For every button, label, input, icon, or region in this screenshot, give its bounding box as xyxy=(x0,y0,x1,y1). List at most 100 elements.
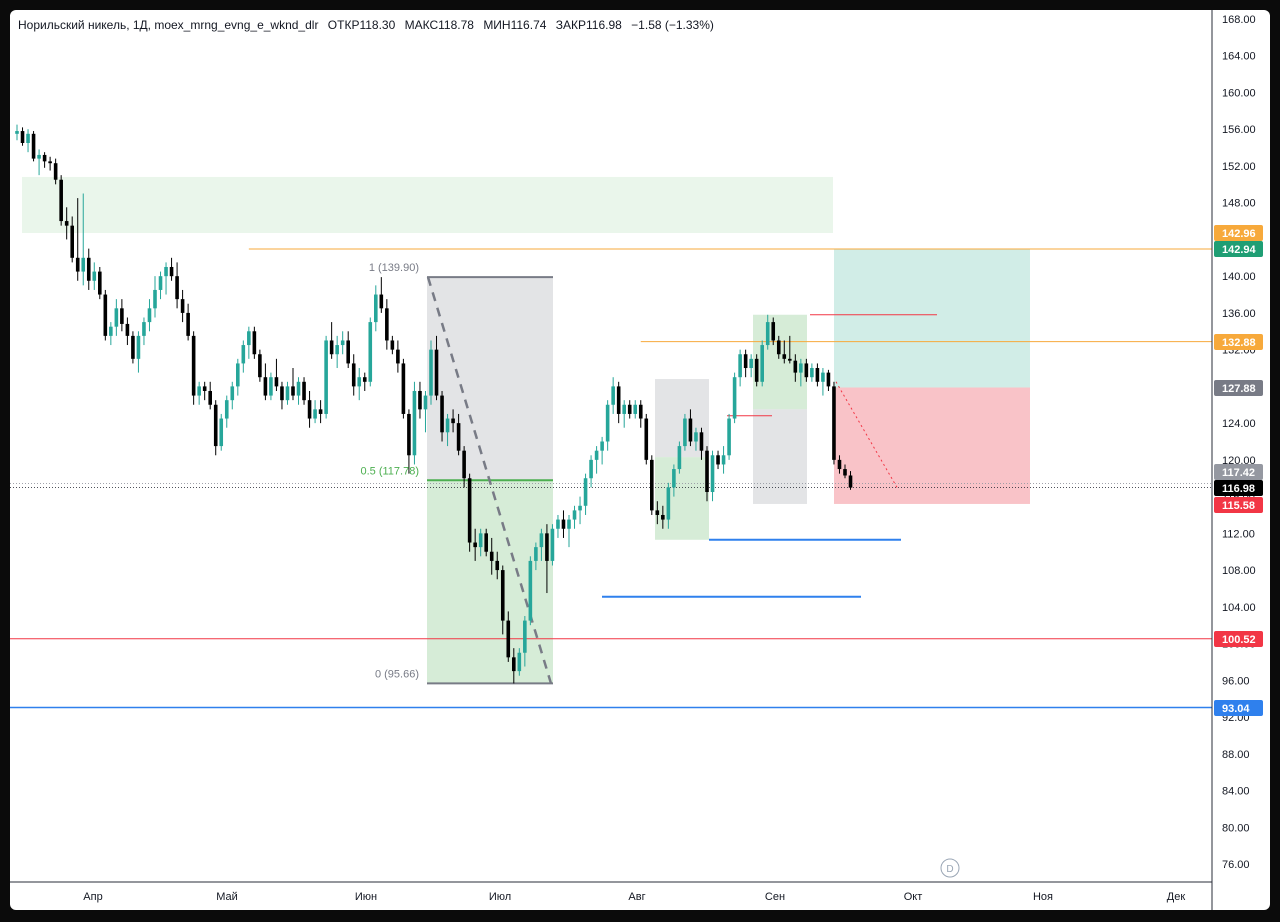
target-zone xyxy=(834,248,1030,388)
candle-body-103 xyxy=(583,478,588,506)
candle-body-14 xyxy=(92,271,97,281)
candle-body-58 xyxy=(335,345,339,355)
candle-body-119 xyxy=(672,469,676,488)
candle-body-67 xyxy=(385,308,389,341)
price-badge-3 xyxy=(1214,380,1263,396)
candle-body-49 xyxy=(285,386,290,401)
candle-body-22 xyxy=(136,335,141,359)
x-tick-1: Май xyxy=(216,891,238,903)
candle-body-93 xyxy=(528,560,533,621)
y-tick-16: 104.00 xyxy=(1222,602,1256,614)
ohlc-change: −1.58 (−1.33%) xyxy=(631,18,714,32)
candle-body-150 xyxy=(843,469,847,476)
price-badge-7 xyxy=(1214,631,1263,647)
candle-body-5 xyxy=(42,154,47,162)
range-box-aug-lower xyxy=(655,457,709,540)
candle-body-132 xyxy=(743,354,748,369)
candle-body-142 xyxy=(799,363,803,373)
price-badge-label-6: 115.58 xyxy=(1222,500,1255,512)
candle-body-44 xyxy=(258,354,262,378)
candle-body-151 xyxy=(848,475,853,488)
candle-body-20 xyxy=(125,323,130,336)
candle-body-45 xyxy=(263,377,268,396)
ohlc-open: ОТКР118.30 xyxy=(327,18,396,32)
candle-body-27 xyxy=(164,266,168,277)
candle-body-72 xyxy=(412,390,417,456)
candle-body-144 xyxy=(810,368,814,378)
candle-body-146 xyxy=(821,372,825,382)
fib-lower-box xyxy=(427,480,553,684)
x-tick-2: Июн xyxy=(355,891,377,903)
candle-body-111 xyxy=(627,404,632,414)
ohlc-low: МИН116.74 xyxy=(483,18,547,32)
candle-body-3 xyxy=(31,133,36,159)
candle-body-75 xyxy=(429,349,433,396)
symbol-title: Норильский никель, 1Д, moex_mrng_evng_e_… xyxy=(18,18,319,32)
candle-body-109 xyxy=(616,386,621,414)
ohlc-high: МАКС118.78 xyxy=(404,18,474,32)
candle-body-112 xyxy=(633,404,638,414)
x-tick-7: Ноя xyxy=(1033,891,1053,903)
candle-body-140 xyxy=(788,358,792,361)
chart-header: Норильский никель, 1Д, moex_mrng_evng_e_… xyxy=(18,18,720,32)
candle-body-41 xyxy=(241,345,246,364)
candle-body-18 xyxy=(114,308,119,327)
candle-body-73 xyxy=(418,390,422,410)
candle-body-115 xyxy=(650,459,654,511)
y-tick-15: 108.00 xyxy=(1222,565,1256,577)
candle-body-88 xyxy=(500,570,505,621)
candle-body-10 xyxy=(70,225,74,258)
candle-body-99 xyxy=(561,519,566,529)
candle-body-52 xyxy=(302,381,306,401)
candle-body-139 xyxy=(782,354,787,359)
y-tick-20: 88.00 xyxy=(1222,749,1250,761)
candle-body-113 xyxy=(638,404,643,419)
candle-body-54 xyxy=(313,409,317,419)
candle-body-124 xyxy=(699,432,704,451)
candle-body-12 xyxy=(81,257,86,272)
candle-body-82 xyxy=(467,478,472,543)
candle-body-51 xyxy=(296,381,301,396)
candle-body-127 xyxy=(716,455,720,465)
candle-body-101 xyxy=(572,510,577,520)
candle-body-137 xyxy=(771,322,776,341)
candle-body-7 xyxy=(53,163,58,180)
price-badge-4 xyxy=(1214,464,1263,480)
price-badge-label-1: 142.94 xyxy=(1222,244,1257,256)
candle-body-61 xyxy=(351,363,356,387)
candle-body-79 xyxy=(451,418,455,424)
candle-body-105 xyxy=(594,450,599,460)
candle-body-125 xyxy=(705,450,709,493)
candle-body-32 xyxy=(191,335,196,396)
candle-body-13 xyxy=(86,257,91,281)
candle-body-71 xyxy=(407,413,411,456)
candle-body-89 xyxy=(506,620,511,658)
candle-body-96 xyxy=(545,533,549,561)
candle-body-36 xyxy=(213,404,218,447)
y-tick-23: 76.00 xyxy=(1222,859,1250,871)
price-badge-label-7: 100.52 xyxy=(1222,634,1256,646)
candle-body-62 xyxy=(357,377,362,387)
candle-body-33 xyxy=(197,386,201,396)
candle-body-123 xyxy=(694,432,698,442)
x-tick-3: Июл xyxy=(489,891,511,903)
price-badge-2 xyxy=(1214,334,1263,350)
y-tick-4: 152.00 xyxy=(1222,161,1256,173)
candle-body-30 xyxy=(180,299,185,313)
y-tick-1: 164.00 xyxy=(1222,51,1256,63)
price-badge-1 xyxy=(1214,241,1263,257)
price-badge-label-5: 116.98 xyxy=(1222,483,1255,495)
candle-body-81 xyxy=(462,450,466,479)
candle-body-11 xyxy=(75,257,80,272)
candle-body-4 xyxy=(37,154,41,159)
x-tick-5: Сен xyxy=(765,891,785,903)
candle-body-42 xyxy=(247,331,251,346)
candle-body-102 xyxy=(578,505,582,511)
candle-body-60 xyxy=(346,340,350,364)
candle-body-86 xyxy=(489,551,494,561)
price-badge-label-3: 127.88 xyxy=(1222,383,1256,395)
candle-body-84 xyxy=(478,533,483,548)
y-tick-18: 96.00 xyxy=(1222,675,1250,687)
candle-body-110 xyxy=(622,404,626,414)
